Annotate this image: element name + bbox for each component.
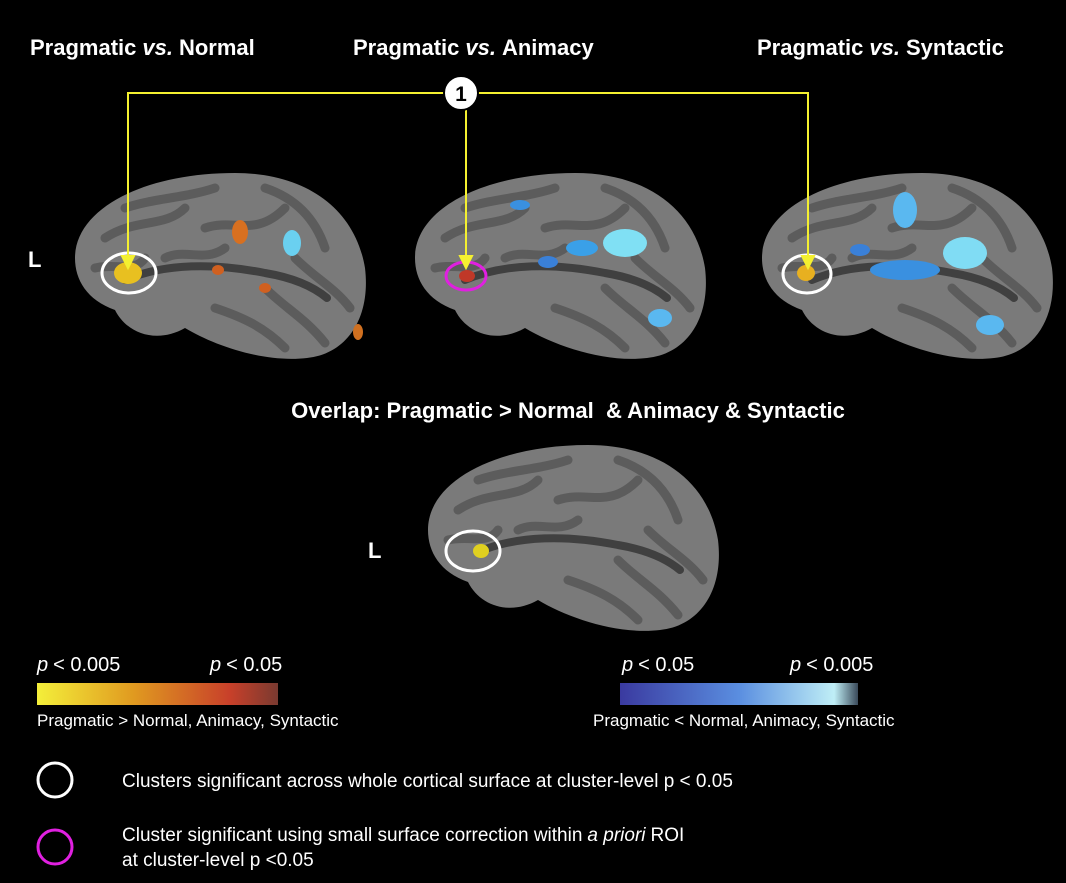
legend-part: ROI: [651, 825, 685, 846]
page: {"panels":[ {"title":{"left":"Pragmatic"…: [0, 0, 1066, 883]
colorbar: [37, 683, 278, 705]
callout-number: 1: [455, 83, 467, 106]
colorbar-caption: Pragmatic < Normal, Animacy, Syntactic: [593, 711, 895, 730]
legend-text: Clusters significant across whole cortic…: [122, 771, 733, 792]
colorbar-label: p< 0.005: [789, 654, 873, 676]
legend-part: a priori: [587, 825, 646, 846]
title-part: vs.: [142, 35, 173, 60]
legend-circle: [38, 830, 72, 864]
title-part: Pragmatic: [30, 35, 136, 60]
colorbar-label: p< 0.05: [209, 654, 282, 676]
colorbar-label: p< 0.05: [621, 654, 694, 676]
title-part: Animacy: [502, 35, 594, 60]
title-part: Pragmatic: [353, 35, 459, 60]
figure: Pragmaticvs.Normal Pragmaticvs.Animacy P…: [0, 0, 1066, 883]
title-part: Pragmatic: [757, 35, 863, 60]
legend-text: Cluster significant using small surface …: [122, 825, 684, 846]
title-part: Syntactic: [906, 35, 1004, 60]
threshold: < 0.005: [53, 654, 120, 676]
p: p: [621, 654, 633, 676]
brain: [428, 445, 719, 631]
p: p: [209, 654, 221, 676]
threshold: < 0.05: [638, 654, 694, 676]
legend-text: at cluster-level p <0.05: [122, 850, 314, 871]
legend-part: Cluster significant using small surface …: [122, 825, 582, 846]
colorbar-caption: Pragmatic > Normal, Animacy, Syntactic: [37, 711, 339, 730]
colorbar-label: p< 0.005: [36, 654, 120, 676]
overlap-title: Overlap: Pragmatic > Normal & Animacy & …: [291, 398, 845, 423]
hemisphere-label: L: [368, 538, 381, 563]
hemisphere-label: L: [28, 247, 41, 272]
threshold: < 0.05: [226, 654, 282, 676]
title-part: Normal: [179, 35, 255, 60]
colorbar: [620, 683, 858, 705]
brain: [415, 173, 706, 359]
title-part: vs.: [869, 35, 900, 60]
title-part: vs.: [465, 35, 496, 60]
legend-circle: [38, 763, 72, 797]
threshold: < 0.005: [806, 654, 873, 676]
p: p: [36, 654, 48, 676]
p: p: [789, 654, 801, 676]
